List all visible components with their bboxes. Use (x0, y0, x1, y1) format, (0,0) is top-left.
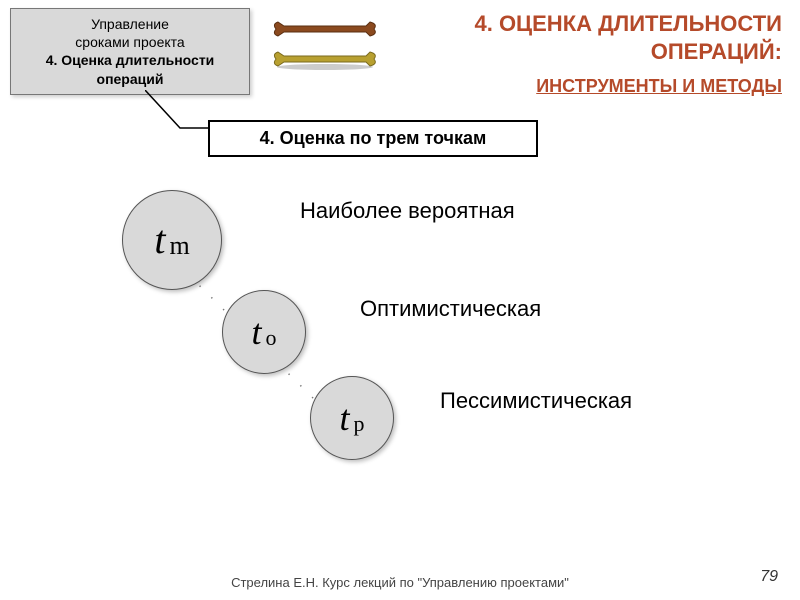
subheading: ИНСТРУМЕНТЫ И МЕТОДЫ (402, 76, 782, 97)
wrench-icon (270, 46, 380, 72)
estimate-circle-o: to (222, 290, 306, 374)
breadcrumb-line3: 4. Оценка длительности (19, 51, 241, 69)
page-number: 79 (760, 568, 778, 586)
estimate-symbol: t (339, 400, 349, 436)
breadcrumb-line4: операций (19, 70, 241, 88)
wrench-icons (270, 12, 380, 76)
breadcrumb-line1: Управление (19, 15, 241, 33)
estimate-subscript: m (169, 233, 189, 259)
estimate-subscript: o (266, 327, 277, 349)
estimate-symbol: t (154, 220, 165, 260)
heading-line2: ОПЕРАЦИЙ: (651, 39, 782, 64)
breadcrumb-line2: сроками проекта (19, 33, 241, 51)
estimate-symbol: t (251, 314, 261, 350)
estimate-label-m: Наиболее вероятная (300, 198, 515, 224)
footer-credit: Стрелина Е.Н. Курс лекций по "Управлению… (0, 575, 800, 590)
wrench-icon (270, 16, 380, 42)
heading-line1: 4. ОЦЕНКА ДЛИТЕЛЬНОСТИ (474, 11, 782, 36)
estimate-label-o: Оптимистическая (360, 296, 541, 322)
estimate-subscript: p (354, 413, 365, 435)
estimate-circle-p: tp (310, 376, 394, 460)
method-box: 4. Оценка по трем точкам (208, 120, 538, 157)
heading-main: 4. ОЦЕНКА ДЛИТЕЛЬНОСТИ ОПЕРАЦИЙ: (382, 10, 782, 65)
estimate-label-p: Пессимистическая (440, 388, 632, 414)
estimate-circle-m: tm (122, 190, 222, 290)
breadcrumb-box: Управление сроками проекта 4. Оценка дли… (10, 8, 250, 95)
